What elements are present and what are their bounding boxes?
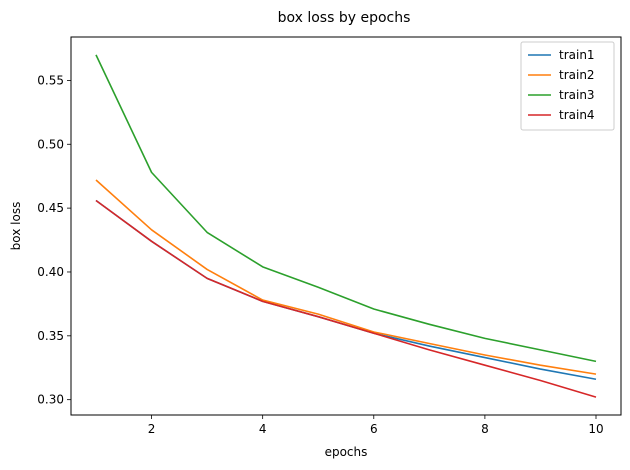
y-tick-label: 0.45	[37, 201, 64, 215]
x-tick-label: 10	[588, 422, 603, 436]
chart-title: box loss by epochs	[278, 10, 411, 26]
legend-label-train3: train3	[559, 88, 595, 102]
series-line-train1	[95, 199, 597, 381]
legend-label-train2: train2	[559, 68, 595, 82]
y-tick-label: 0.30	[37, 393, 64, 407]
x-tick-label: 4	[259, 422, 267, 436]
legend-label-train4: train4	[559, 108, 595, 122]
x-axis-label: epochs	[325, 445, 368, 459]
legend-label-train1: train1	[559, 48, 595, 62]
plot-frame	[70, 36, 622, 416]
series-line-train4	[95, 199, 597, 398]
x-tick-label: 2	[148, 422, 156, 436]
y-axis-label: box loss	[9, 202, 23, 251]
series-line-train2	[95, 179, 597, 375]
x-tick-label: 6	[370, 422, 378, 436]
x-tick-label: 8	[481, 422, 489, 436]
plot-lines	[95, 54, 597, 398]
series-line-train3	[95, 54, 597, 363]
y-tick-label: 0.50	[37, 137, 64, 151]
legend: train1 train2 train3 train4	[520, 41, 615, 131]
x-axis: 2 4 6 8 10	[148, 415, 604, 436]
y-tick-label: 0.35	[37, 329, 64, 343]
y-tick-label: 0.55	[37, 73, 64, 87]
legend-box	[520, 41, 615, 131]
y-axis: 0.30 0.35 0.40 0.45 0.50 0.55	[37, 73, 71, 407]
y-tick-label: 0.40	[37, 265, 64, 279]
